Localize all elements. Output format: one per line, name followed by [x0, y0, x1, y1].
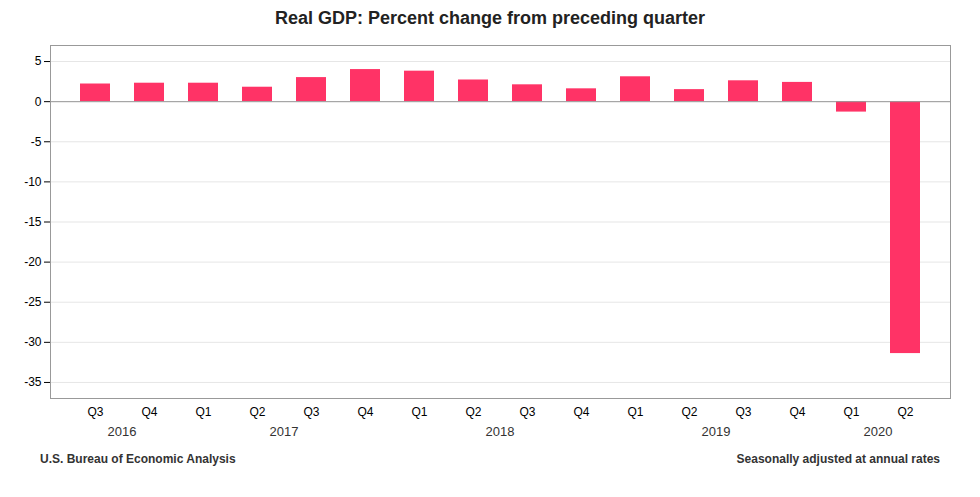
svg-text:-35: -35 — [24, 375, 42, 389]
svg-text:0: 0 — [35, 94, 42, 108]
svg-text:Q4: Q4 — [573, 405, 589, 419]
svg-text:2016: 2016 — [108, 424, 137, 439]
svg-text:2018: 2018 — [486, 424, 515, 439]
svg-text:Q1: Q1 — [195, 405, 211, 419]
html-text:U.S. Bureau of Economic Analys: U.S. Bureau of Economic Analysis — [40, 452, 236, 466]
svg-text:2017: 2017 — [270, 424, 299, 439]
svg-text:Q3: Q3 — [735, 405, 751, 419]
svg-text:Q1: Q1 — [843, 405, 859, 419]
svg-text:Q3: Q3 — [519, 405, 535, 419]
svg-text:Q2: Q2 — [897, 405, 913, 419]
svg-text:Q4: Q4 — [789, 405, 805, 419]
svg-text:-20: -20 — [24, 255, 42, 269]
html-text:Real GDP: Percent change from: Real GDP: Percent change from preceding … — [274, 8, 706, 28]
svg-text:Q4: Q4 — [357, 405, 373, 419]
svg-text:5: 5 — [35, 54, 42, 68]
svg-text:-15: -15 — [24, 215, 42, 229]
svg-text:Q2: Q2 — [465, 405, 481, 419]
svg-text:Q3: Q3 — [303, 405, 319, 419]
svg-text:Q1: Q1 — [627, 405, 643, 419]
svg-text:Q2: Q2 — [681, 405, 697, 419]
svg-text:2019: 2019 — [702, 424, 731, 439]
svg-text:Q2: Q2 — [249, 405, 265, 419]
svg-text:-10: -10 — [24, 175, 42, 189]
svg-text:Q1: Q1 — [411, 405, 427, 419]
html-text:Seasonally adjusted at annual: Seasonally adjusted at annual rates — [736, 452, 940, 466]
svg-text:Q4: Q4 — [141, 405, 157, 419]
svg-text:2020: 2020 — [864, 424, 893, 439]
svg-text:Q3: Q3 — [87, 405, 103, 419]
svg-text:-5: -5 — [31, 135, 42, 149]
svg-text:-30: -30 — [24, 335, 42, 349]
svg-text:-25: -25 — [24, 295, 42, 309]
